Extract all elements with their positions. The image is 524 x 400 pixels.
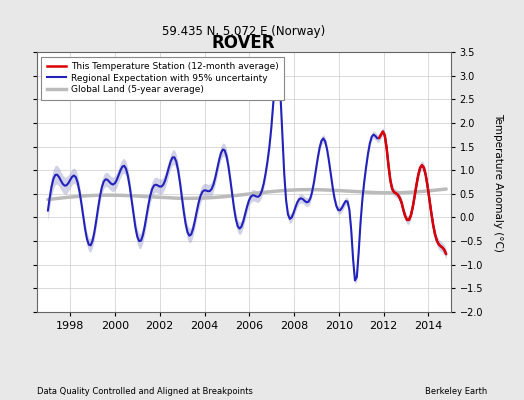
Text: 59.435 N, 5.072 E (Norway): 59.435 N, 5.072 E (Norway) — [162, 25, 325, 38]
Text: Berkeley Earth: Berkeley Earth — [425, 387, 487, 396]
Y-axis label: Temperature Anomaly (°C): Temperature Anomaly (°C) — [493, 112, 503, 252]
Text: Data Quality Controlled and Aligned at Breakpoints: Data Quality Controlled and Aligned at B… — [37, 387, 253, 396]
Title: ROVER: ROVER — [212, 34, 276, 52]
